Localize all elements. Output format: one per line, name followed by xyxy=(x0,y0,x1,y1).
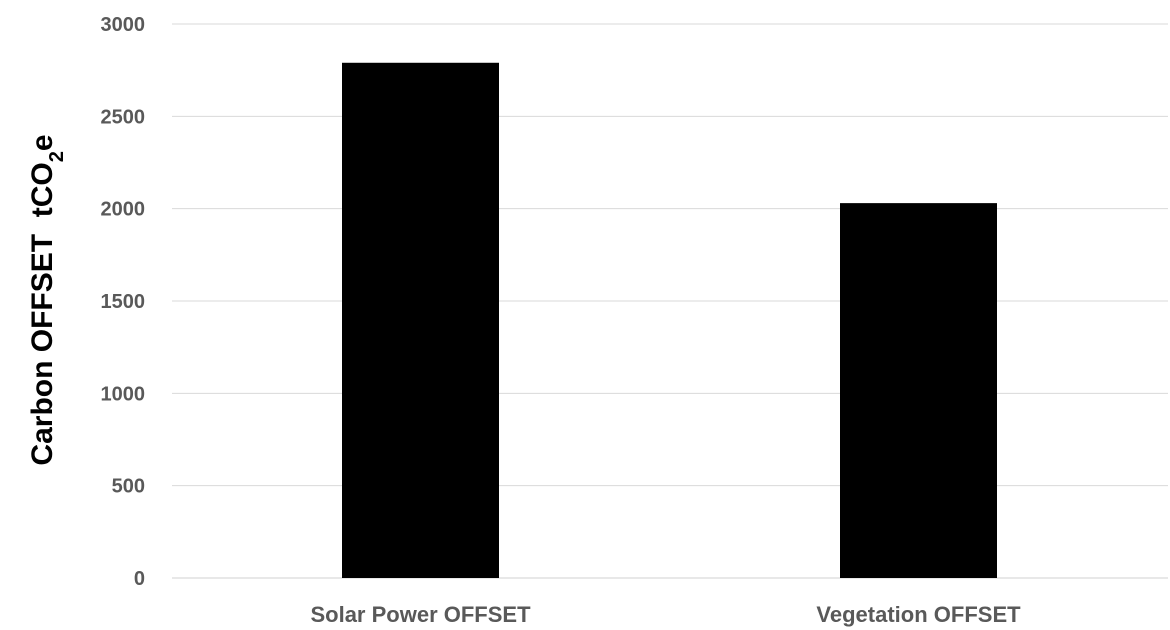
y-tick-label: 0 xyxy=(134,568,145,590)
x-axis-category-labels: Solar Power OFFSET Vegetation OFFSET xyxy=(310,602,1021,627)
y-tick-label: 3000 xyxy=(101,14,146,36)
y-tick-label: 1000 xyxy=(101,383,146,405)
x-category-label: Solar Power OFFSET xyxy=(310,602,531,627)
y-tick-label: 2000 xyxy=(101,199,146,221)
bar-vegetation-offset xyxy=(840,203,997,579)
y-tick-label: 2500 xyxy=(101,106,146,128)
gridlines xyxy=(172,23,1168,579)
bar-solar-power-offset xyxy=(342,62,499,578)
y-tick-label: 500 xyxy=(112,476,145,498)
y-tick-label: 1500 xyxy=(101,291,146,313)
bars xyxy=(342,62,997,579)
y-axis-tick-labels: 0 500 1000 1500 2000 2500 3000 xyxy=(101,14,146,590)
x-category-label: Vegetation OFFSET xyxy=(816,602,1021,627)
y-axis-title: Carbon OFFSET tCO2e xyxy=(26,134,68,465)
